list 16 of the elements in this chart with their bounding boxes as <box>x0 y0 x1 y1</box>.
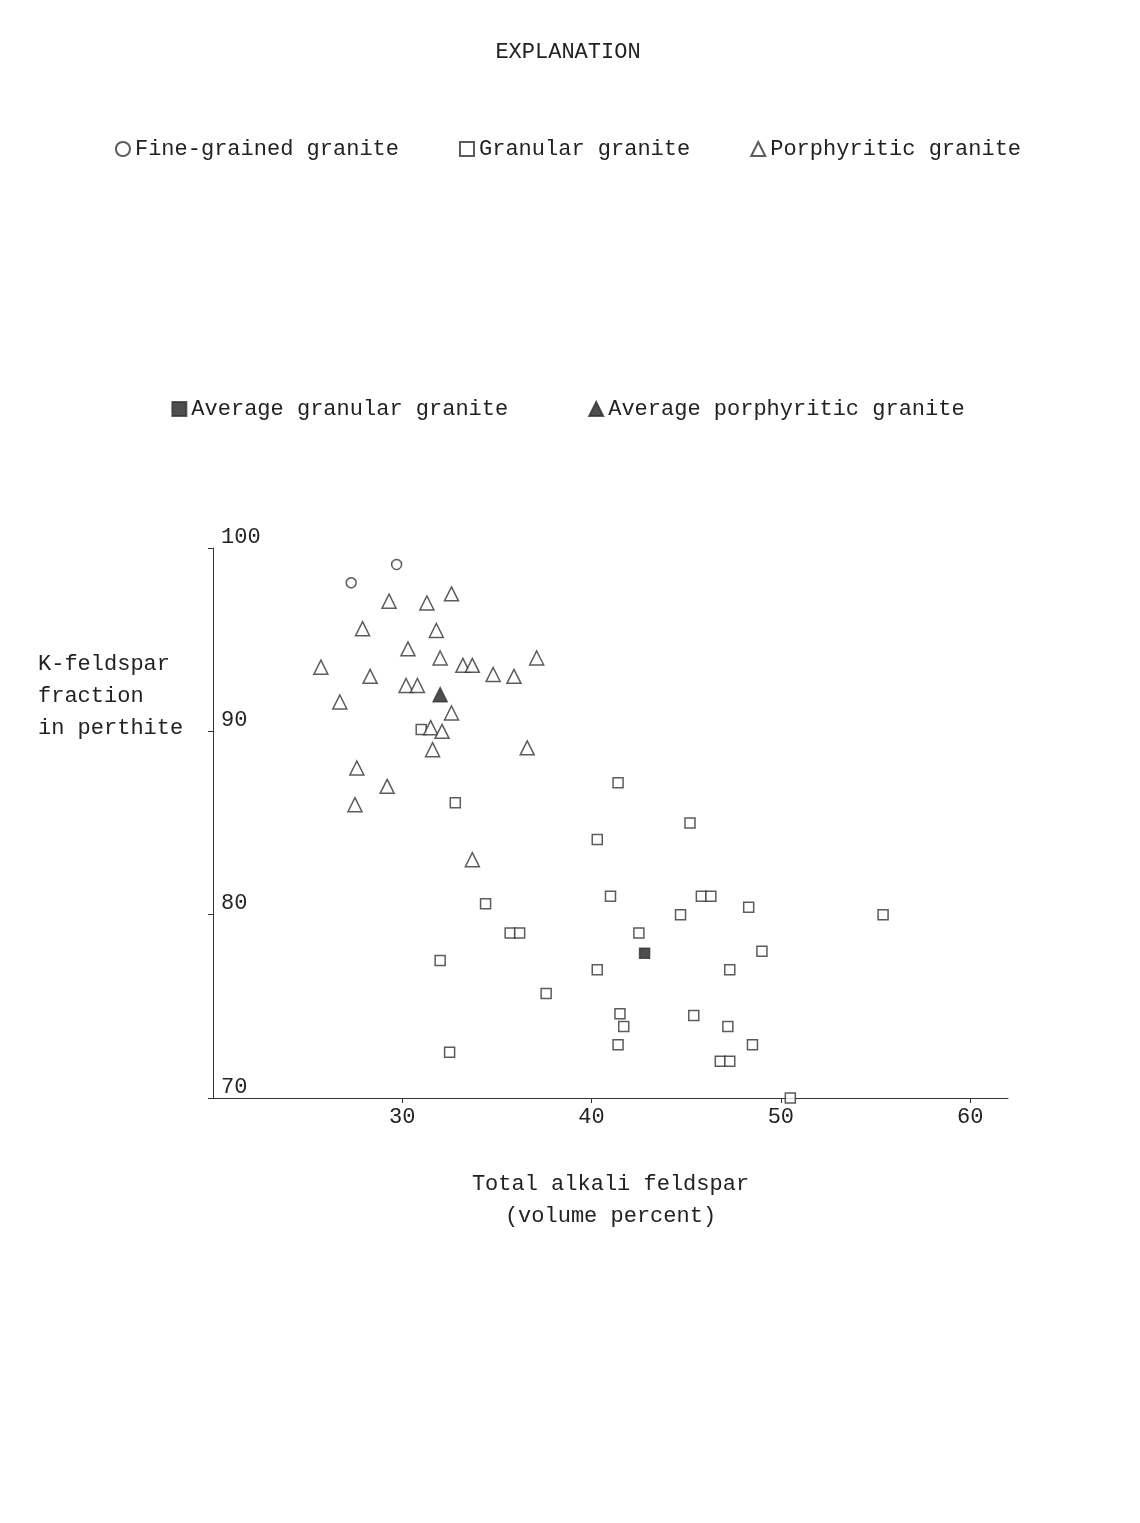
x-tick-label: 30 <box>389 1104 416 1130</box>
x-tick-label: 60 <box>956 1104 984 1130</box>
legend-title: EXPLANATION <box>495 39 641 65</box>
x-tick-label: 40 <box>578 1104 605 1130</box>
legend-label: Fine-grained granite <box>134 136 399 162</box>
x-tick-label: 50 <box>767 1104 795 1130</box>
legend-label: Granular granite <box>478 136 691 162</box>
y-axis-title: K-feldspar fraction in perthite <box>38 651 184 741</box>
legend-label: Average granular granite <box>191 396 509 422</box>
y-tick-label: 80 <box>221 891 248 917</box>
legend-label: Average porphyritic granite <box>608 396 965 422</box>
legend-label: Porphyritic granite <box>770 136 1022 162</box>
y-tick-label: 100 <box>221 524 261 550</box>
y-tick-label: 90 <box>221 707 248 733</box>
x-axis-title: Total alkali feldspar (volume percent) <box>471 1171 750 1229</box>
y-tick-label: 70 <box>221 1074 248 1100</box>
